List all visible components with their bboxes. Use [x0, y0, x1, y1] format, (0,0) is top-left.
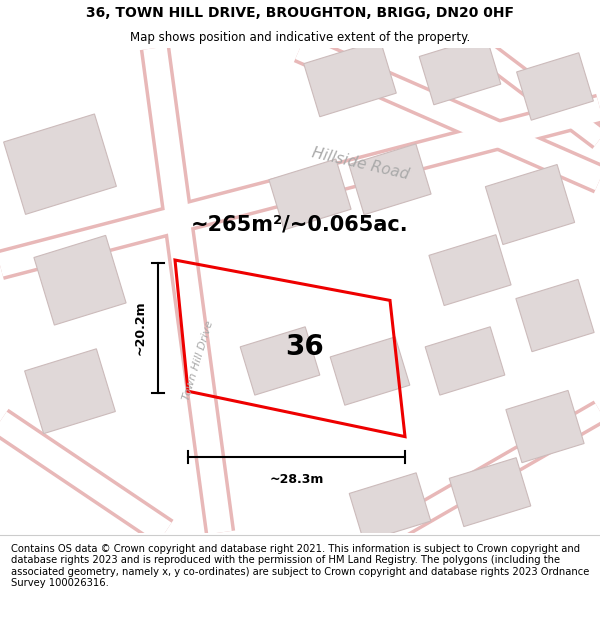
Polygon shape [349, 144, 431, 215]
Polygon shape [429, 235, 511, 306]
Polygon shape [349, 473, 431, 542]
Polygon shape [419, 36, 501, 105]
Polygon shape [269, 159, 351, 230]
Polygon shape [240, 327, 320, 395]
Polygon shape [425, 327, 505, 395]
Text: Town Hill Drive: Town Hill Drive [181, 320, 215, 402]
Polygon shape [25, 349, 115, 434]
Text: ~20.2m: ~20.2m [133, 301, 146, 356]
Text: ~28.3m: ~28.3m [269, 472, 323, 486]
Polygon shape [449, 458, 531, 527]
Text: Hillside Road: Hillside Road [310, 146, 410, 182]
Text: Map shows position and indicative extent of the property.: Map shows position and indicative extent… [130, 31, 470, 44]
Text: Contains OS data © Crown copyright and database right 2021. This information is : Contains OS data © Crown copyright and d… [11, 544, 589, 588]
Polygon shape [516, 279, 594, 352]
Text: ~265m²/~0.065ac.: ~265m²/~0.065ac. [191, 215, 409, 235]
Polygon shape [506, 391, 584, 462]
Polygon shape [304, 40, 396, 117]
Text: 36: 36 [285, 333, 324, 361]
Polygon shape [517, 52, 593, 120]
Polygon shape [4, 114, 116, 214]
Polygon shape [485, 164, 575, 244]
Polygon shape [330, 337, 410, 405]
Text: 36, TOWN HILL DRIVE, BROUGHTON, BRIGG, DN20 0HF: 36, TOWN HILL DRIVE, BROUGHTON, BRIGG, D… [86, 6, 514, 21]
Polygon shape [34, 236, 126, 325]
